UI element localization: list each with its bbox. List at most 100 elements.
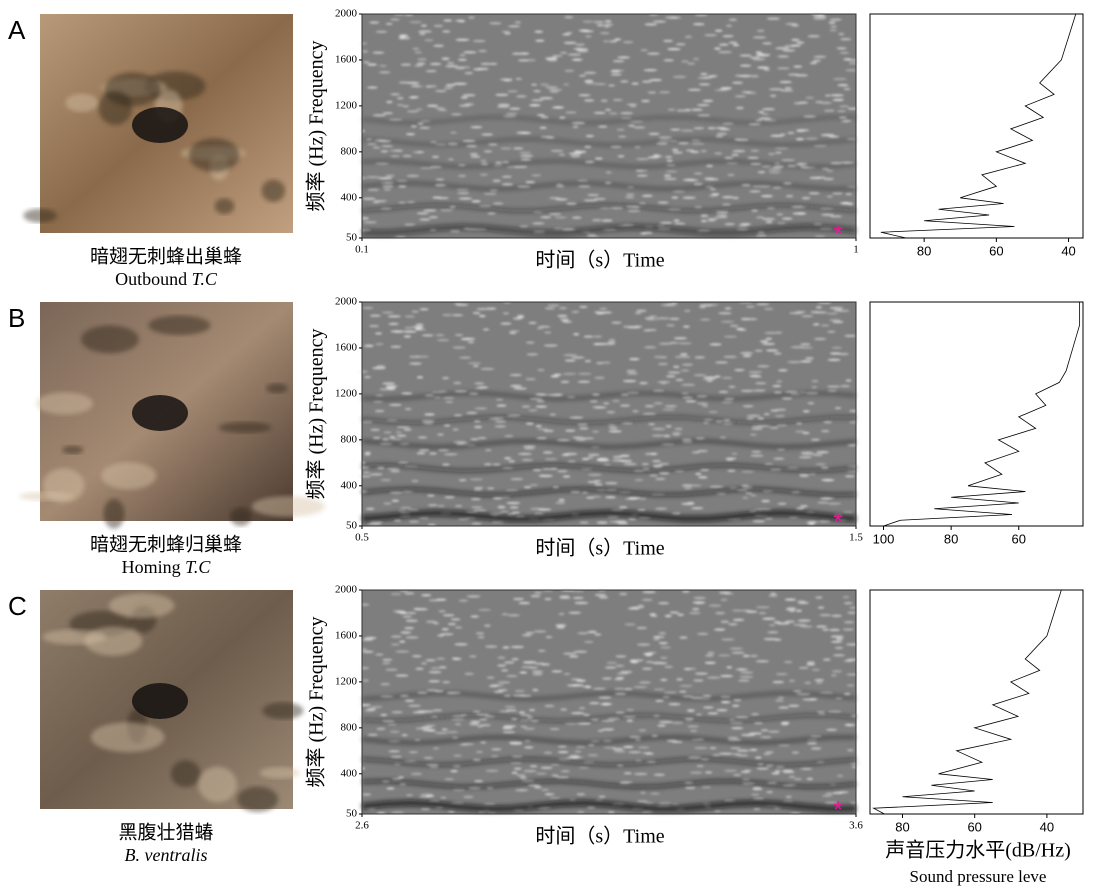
noise [584,359,592,363]
noise [370,705,383,709]
noise [519,225,529,228]
noise [577,50,589,53]
noise [839,105,849,108]
noise [712,753,721,757]
noise [551,774,559,777]
noise [685,149,695,152]
noise [483,802,496,806]
noise [614,38,622,41]
noise [680,129,694,132]
noise [702,378,717,381]
noise [789,679,796,683]
noise [665,303,678,306]
harmonic-band [361,800,857,812]
noise [603,23,614,26]
noise [584,145,592,149]
noise [488,143,498,146]
noise [829,215,843,218]
noise [369,473,383,476]
noise [457,174,467,178]
noise [829,306,844,310]
noise [369,314,381,317]
noise [390,635,402,638]
noise [398,36,411,40]
noise [473,425,483,429]
noise [623,772,632,775]
noise [364,453,371,456]
noise [556,626,565,629]
spectrum-frame [869,13,1084,239]
noise [437,448,449,452]
noise [843,601,853,605]
noise [404,315,416,318]
noise [605,496,616,499]
noise [784,620,796,623]
noise [559,306,568,310]
noise [840,38,852,41]
noise [825,792,836,795]
noise [512,147,524,150]
noise [450,131,457,134]
noise [816,176,827,179]
noise [721,376,733,380]
noise [505,709,518,712]
spectrogram-bg [362,590,856,814]
noise [829,18,842,21]
noise [764,331,777,335]
noise [635,169,643,173]
noise [506,489,519,492]
noise [767,631,779,634]
noise [693,172,703,175]
spectrogram-frame [361,589,857,815]
noise [366,176,381,179]
noise [773,391,783,394]
noise [362,650,374,654]
noise [558,153,566,156]
noise [716,132,728,136]
noise [395,610,406,614]
noise [480,62,492,66]
noise [582,20,594,23]
noise [544,458,558,461]
noise [503,661,515,664]
noise [519,671,528,674]
noise [638,202,647,205]
noise [781,217,793,220]
noise [542,451,553,454]
noise [841,201,849,205]
noise [529,483,539,487]
noise [762,617,776,620]
noise [459,53,466,57]
noise [481,133,494,136]
noise [802,410,810,413]
noise [711,193,720,196]
noise [651,434,665,437]
noise [525,422,534,425]
noise [620,80,629,83]
noise [566,756,581,759]
noise [626,369,637,373]
noise [813,55,827,59]
noise [752,58,766,61]
noise [575,150,587,154]
noise [826,312,839,315]
noise [602,40,610,43]
noise [635,759,642,762]
noise [474,386,487,390]
noise [739,54,752,57]
noise [607,811,615,814]
noise [472,710,481,713]
noise [596,24,605,27]
noise [523,727,535,730]
noise [367,142,377,146]
noise [608,84,616,87]
noise [652,155,663,158]
noise [406,174,420,178]
noise [654,477,666,481]
noise [406,611,417,615]
noise [543,429,555,433]
spectrum-frame [869,589,1084,815]
noise [788,775,796,779]
noise [639,791,647,794]
noise [724,592,734,595]
